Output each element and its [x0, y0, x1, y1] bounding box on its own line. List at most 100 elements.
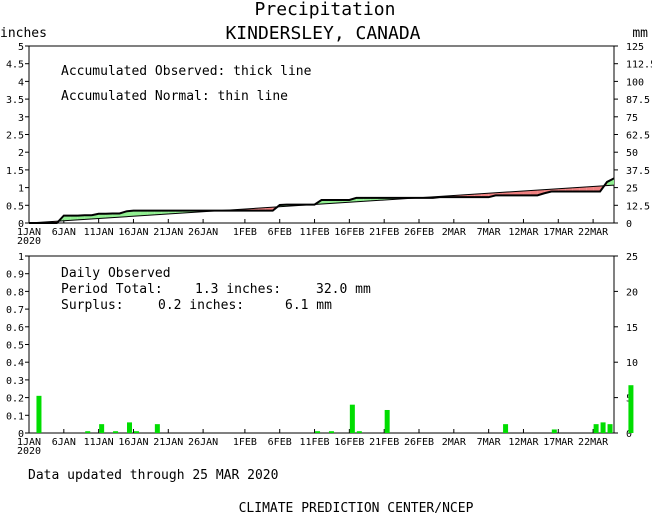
difference-band — [572, 187, 580, 192]
period-total-label: Period Total: — [61, 282, 163, 297]
difference-band — [530, 190, 538, 196]
daily-left-tick-label: 1 — [18, 252, 24, 263]
accumulated-right-tick-label: 125 — [626, 42, 644, 53]
accumulated-right-tick-label: 0 — [626, 219, 632, 230]
daily-bar — [328, 431, 334, 433]
credit-text: CLIMATE PREDICTION CENTER/NCEP — [239, 501, 474, 516]
accumulated-x-tick-label: 12MAR — [508, 227, 539, 238]
accumulated-x-tick-label: 17MAR — [543, 227, 574, 238]
daily-bar — [551, 429, 557, 433]
period-total-inches: 1.3 inches: — [195, 282, 281, 297]
accumulated-left-tick-label: 2 — [18, 148, 24, 159]
surplus-mm: 6.1 mm — [285, 298, 332, 313]
accumulated-left-tick-label: 3 — [18, 113, 24, 124]
daily-x-tick-label: 1FEB — [233, 437, 257, 448]
daily-x-tick-label: 11FEB — [299, 437, 329, 448]
accumulated-left-tick-label: 4.5 — [6, 60, 24, 71]
daily-bar — [356, 431, 362, 433]
chart-subtitle: KINDERSLEY, CANADA — [225, 23, 420, 44]
daily-observed-label: Daily Observed — [61, 266, 171, 281]
accumulated-x-tick-label: 2MAR — [442, 227, 467, 238]
difference-band — [84, 215, 92, 220]
difference-band — [321, 199, 329, 205]
daily-x-tick-label: 16JAN — [118, 437, 148, 448]
difference-band — [593, 186, 601, 192]
daily-left-tick-label: 0.6 — [6, 323, 24, 334]
daily-x-tick-label: 2MAR — [442, 437, 467, 448]
difference-band — [523, 190, 531, 196]
daily-left-tick-label: 0 — [18, 429, 24, 440]
chart-title: Precipitation — [255, 0, 396, 20]
daily-left-tick-label: 0.7 — [6, 305, 24, 316]
daily-bar — [607, 424, 613, 433]
accumulated-x-tick-label: 16JAN — [118, 227, 148, 238]
daily-bar — [127, 422, 132, 433]
daily-right-tick-label: 25 — [626, 252, 638, 263]
accumulated-left-tick-label: 4 — [18, 77, 24, 88]
accumulated-plot-area: 00.511.522.533.544.55012.52537.55062.575… — [6, 42, 652, 247]
accumulated-right-tick-label: 50 — [626, 148, 638, 159]
daily-year-label: 2020 — [17, 446, 41, 457]
accumulated-left-tick-label: 1 — [18, 184, 24, 195]
accumulated-right-tick-label: 12.5 — [626, 201, 650, 212]
difference-band — [70, 215, 78, 221]
accumulated-left-tick-label: 3.5 — [6, 95, 24, 106]
daily-bar — [85, 431, 91, 433]
difference-band — [586, 186, 594, 192]
accumulated-x-tick-label: 1FEB — [233, 227, 257, 238]
difference-band — [112, 213, 120, 218]
daily-left-tick-label: 0.5 — [6, 341, 24, 352]
accumulated-x-tick-label: 21JAN — [153, 227, 183, 238]
accumulated-right-tick-label: 25 — [626, 184, 638, 195]
period-total-mm: 32.0 mm — [316, 282, 371, 297]
daily-x-tick-label: 17MAR — [543, 437, 574, 448]
accumulated-left-tick-label: 5 — [18, 42, 24, 53]
difference-band — [140, 210, 148, 216]
difference-band — [98, 213, 106, 219]
daily-left-tick-label: 0.8 — [6, 287, 24, 298]
daily-right-tick-label: 20 — [626, 287, 638, 298]
difference-band — [154, 210, 162, 215]
accumulated-x-tick-label: 6JAN — [52, 227, 76, 238]
daily-bar — [503, 424, 509, 433]
daily-x-tick-label: 6FEB — [268, 437, 292, 448]
accumulated-x-tick-label: 16FEB — [334, 227, 364, 238]
accumulated-right-tick-label: 112.5 — [626, 60, 652, 71]
daily-bar — [99, 424, 105, 433]
accumulated-observed-note: Accumulated Observed: thick line — [61, 64, 312, 79]
left-unit-label: inches — [0, 26, 47, 41]
accumulated-right-tick-label: 100 — [626, 77, 644, 88]
right-unit-label: mm — [632, 26, 648, 41]
difference-band — [147, 210, 155, 216]
accumulated-right-tick-label: 62.5 — [626, 131, 650, 142]
daily-bar — [113, 431, 119, 433]
accumulated-x-tick-label: 7MAR — [477, 227, 502, 238]
accumulated-x-tick-label: 11JAN — [84, 227, 114, 238]
daily-bar — [600, 422, 606, 433]
daily-x-tick-label: 1JAN — [17, 437, 41, 448]
daily-left-tick-label: 0.4 — [6, 358, 24, 369]
accumulated-normal-note: Accumulated Normal: thin line — [61, 89, 288, 104]
daily-bar — [628, 385, 634, 433]
daily-right-tick-label: 10 — [626, 358, 638, 369]
daily-x-tick-label: 11JAN — [84, 437, 114, 448]
daily-plot-area: 00.10.20.30.40.50.60.70.80.9105101520251… — [6, 252, 638, 457]
daily-bar — [36, 395, 42, 433]
accumulated-right-tick-label: 37.5 — [626, 166, 650, 177]
daily-bar — [133, 431, 139, 433]
daily-right-tick-label: 15 — [626, 323, 638, 334]
accumulated-panel: 00.511.522.533.544.55012.52537.55062.575… — [6, 42, 652, 247]
daily-x-tick-label: 21FEB — [369, 437, 399, 448]
surplus-label: Surplus: — [61, 298, 124, 313]
daily-bar — [384, 409, 390, 433]
accumulated-left-tick-label: 1.5 — [6, 166, 24, 177]
daily-x-tick-label: 26FEB — [404, 437, 434, 448]
difference-band — [579, 186, 587, 192]
difference-band — [133, 210, 141, 217]
daily-x-tick-label: 22MAR — [578, 437, 609, 448]
difference-band — [63, 215, 71, 221]
accumulated-x-tick-label: 6FEB — [268, 227, 292, 238]
accumulated-x-tick-label: 11FEB — [299, 227, 329, 238]
daily-panel: 00.10.20.30.40.50.60.70.80.9105101520251… — [6, 252, 638, 457]
data-updated-text: Data updated through 25 MAR 2020 — [28, 468, 278, 483]
